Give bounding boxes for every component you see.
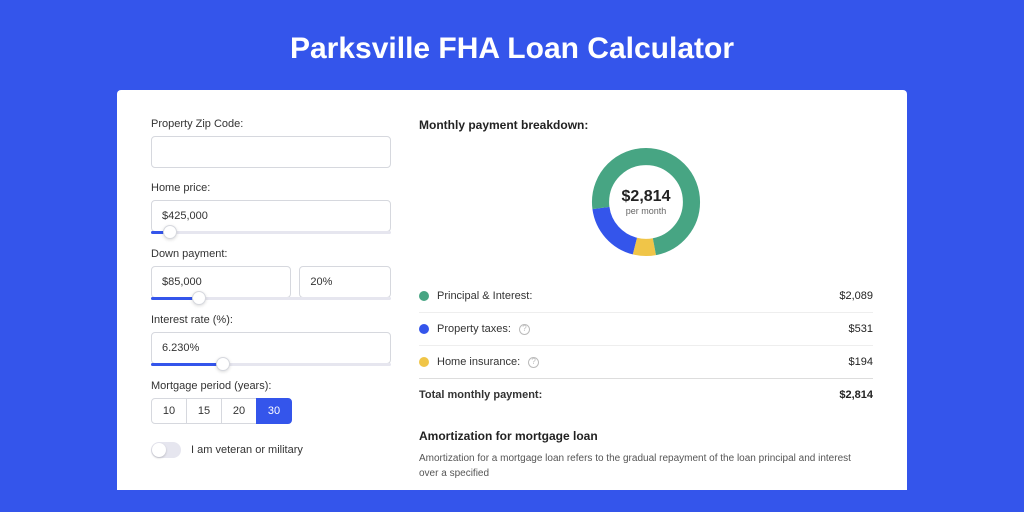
zip-label: Property Zip Code: (151, 118, 391, 130)
down-slider[interactable] (151, 297, 391, 300)
period-field-group: Mortgage period (years): 10152030 (151, 380, 391, 424)
breakdown-row: Principal & Interest: $2,089 (419, 280, 873, 312)
breakdown-value: $194 (849, 356, 873, 368)
veteran-toggle-row: I am veteran or military (151, 442, 391, 458)
donut-value: $2,814 (622, 188, 671, 206)
veteran-label: I am veteran or military (191, 444, 303, 456)
legend-dot (419, 291, 429, 301)
rate-slider-thumb[interactable] (216, 357, 230, 371)
amort-title: Amortization for mortgage loan (419, 429, 873, 443)
donut-center: $2,814 per month (622, 188, 671, 216)
breakdown-row: Home insurance:? $194 (419, 345, 873, 378)
period-btn-10[interactable]: 10 (151, 398, 187, 424)
legend-dot (419, 357, 429, 367)
period-buttons: 10152030 (151, 398, 391, 424)
price-label: Home price: (151, 182, 391, 194)
breakdown-row: Property taxes:? $531 (419, 312, 873, 345)
down-pct-input[interactable] (299, 266, 391, 298)
amort-text: Amortization for a mortgage loan refers … (419, 451, 873, 481)
price-slider[interactable] (151, 231, 391, 234)
results-column: Monthly payment breakdown: $2,814 per mo… (419, 118, 873, 490)
info-icon[interactable]: ? (519, 324, 530, 335)
total-value: $2,814 (839, 389, 873, 401)
toggle-knob (152, 443, 166, 457)
total-label: Total monthly payment: (419, 389, 542, 401)
donut-chart-wrap: $2,814 per month (419, 142, 873, 262)
page-title: Parksville FHA Loan Calculator (0, 0, 1024, 90)
breakdown-value: $2,089 (839, 290, 873, 302)
zip-input[interactable] (151, 136, 391, 168)
price-input[interactable] (151, 200, 391, 232)
down-field-group: Down payment: (151, 248, 391, 300)
rate-field-group: Interest rate (%): (151, 314, 391, 366)
donut-chart: $2,814 per month (586, 142, 706, 262)
period-label: Mortgage period (years): (151, 380, 391, 392)
rate-label: Interest rate (%): (151, 314, 391, 326)
period-btn-20[interactable]: 20 (221, 398, 257, 424)
inputs-column: Property Zip Code: Home price: Down paym… (151, 118, 391, 490)
period-btn-15[interactable]: 15 (186, 398, 222, 424)
breakdown-label: Principal & Interest: (437, 290, 532, 302)
rate-input[interactable] (151, 332, 391, 364)
breakdown-label: Property taxes: (437, 323, 511, 335)
total-row: Total monthly payment: $2,814 (419, 378, 873, 411)
down-input[interactable] (151, 266, 291, 298)
down-slider-thumb[interactable] (192, 291, 206, 305)
breakdown-heading: Monthly payment breakdown: (419, 118, 873, 132)
period-btn-30[interactable]: 30 (256, 398, 292, 424)
calculator-card: Property Zip Code: Home price: Down paym… (117, 90, 907, 490)
price-field-group: Home price: (151, 182, 391, 234)
price-slider-thumb[interactable] (163, 225, 177, 239)
legend-dot (419, 324, 429, 334)
breakdown-label: Home insurance: (437, 356, 520, 368)
rate-slider[interactable] (151, 363, 391, 366)
zip-field-group: Property Zip Code: (151, 118, 391, 168)
down-label: Down payment: (151, 248, 391, 260)
veteran-toggle[interactable] (151, 442, 181, 458)
info-icon[interactable]: ? (528, 357, 539, 368)
donut-sub: per month (622, 206, 671, 216)
breakdown-value: $531 (849, 323, 873, 335)
